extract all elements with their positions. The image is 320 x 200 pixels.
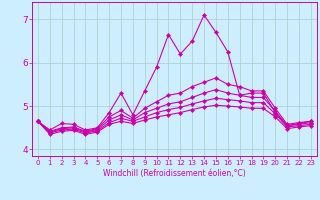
X-axis label: Windchill (Refroidissement éolien,°C): Windchill (Refroidissement éolien,°C) [103,169,246,178]
